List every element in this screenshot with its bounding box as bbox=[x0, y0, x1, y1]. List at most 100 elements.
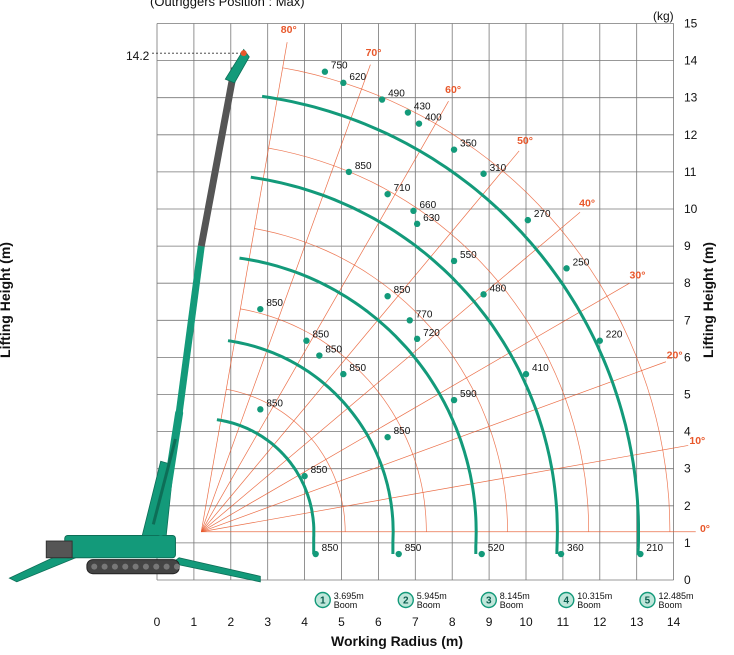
load-point bbox=[312, 550, 319, 558]
load-label: 710 bbox=[394, 183, 411, 194]
load-point bbox=[301, 472, 308, 480]
boom-badge-number: 1 bbox=[320, 596, 326, 607]
x-tick-label: 4 bbox=[301, 615, 308, 629]
track-wheel bbox=[142, 563, 149, 570]
boom-word-label: Boom bbox=[658, 600, 682, 610]
load-labels: 850 850 850 850 850 850 850 850 850 850 710 660 630 8… bbox=[266, 61, 663, 554]
y-tick-label: 10 bbox=[684, 202, 698, 216]
load-label: 770 bbox=[416, 309, 433, 320]
load-label: 310 bbox=[490, 163, 507, 174]
load-point bbox=[413, 220, 421, 228]
load-point bbox=[480, 291, 487, 298]
boom-length-label: 5.945m bbox=[417, 591, 447, 601]
x-tick-label: 9 bbox=[486, 615, 493, 629]
load-label: 410 bbox=[532, 363, 549, 374]
load-label: 850 bbox=[322, 543, 339, 554]
angle-line bbox=[201, 361, 667, 533]
angle-line bbox=[200, 101, 449, 532]
x-tick-label: 14 bbox=[667, 615, 681, 629]
boom-badge bbox=[558, 591, 575, 609]
load-point bbox=[478, 550, 485, 558]
boom-badge bbox=[397, 591, 414, 609]
load-point bbox=[450, 257, 458, 265]
y-tick-label: 9 bbox=[684, 239, 691, 253]
x-tick-label: 11 bbox=[557, 615, 570, 629]
boom-badge bbox=[480, 591, 497, 609]
load-label: 480 bbox=[490, 283, 507, 294]
x-tick-label: 8 bbox=[449, 615, 456, 629]
outrigger-note: (Outriggers Position : Max) bbox=[150, 0, 305, 9]
boom-length-label: 8.145m bbox=[500, 591, 530, 601]
boom-curve-2 bbox=[227, 339, 395, 554]
load-point bbox=[321, 68, 329, 75]
boom-badge-number: 3 bbox=[486, 596, 492, 607]
load-point bbox=[404, 109, 412, 116]
load-label: 660 bbox=[419, 200, 436, 211]
load-label: 850 bbox=[325, 345, 342, 356]
angle-line bbox=[200, 64, 371, 532]
load-point bbox=[557, 550, 565, 558]
load-label: 350 bbox=[460, 139, 477, 150]
load-point bbox=[340, 370, 347, 378]
load-label: 720 bbox=[423, 328, 440, 339]
boom-upper bbox=[197, 67, 238, 247]
x-tick-label: 12 bbox=[593, 615, 607, 629]
load-label: 850 bbox=[394, 285, 411, 296]
boom-word-label: Boom bbox=[577, 600, 601, 610]
load-label: 360 bbox=[567, 543, 584, 554]
load-point bbox=[316, 352, 323, 359]
load-point bbox=[303, 337, 310, 344]
x-tick-label: 2 bbox=[227, 615, 234, 629]
load-point bbox=[480, 170, 487, 177]
angle-label: 10° bbox=[689, 435, 705, 447]
load-point bbox=[413, 335, 421, 343]
y-tick-label: 1 bbox=[684, 536, 691, 550]
angle-arc bbox=[226, 388, 346, 532]
boom-angle-lines: 80° 70° 60° 50° 40° 30° 20° 10° 0° bbox=[200, 24, 710, 535]
load-point bbox=[450, 146, 458, 153]
load-label: 270 bbox=[534, 209, 551, 220]
x-tick-label: 1 bbox=[191, 615, 198, 629]
jib-head bbox=[224, 48, 250, 84]
load-point bbox=[522, 370, 530, 378]
load-label: 490 bbox=[388, 89, 405, 100]
angle-arc bbox=[268, 147, 590, 532]
load-point bbox=[596, 337, 603, 344]
load-point bbox=[384, 190, 391, 198]
outrigger-right bbox=[170, 557, 261, 583]
load-point bbox=[384, 433, 391, 441]
load-label: 520 bbox=[488, 543, 505, 554]
angle-arc bbox=[240, 308, 427, 532]
y-tick-label: 8 bbox=[684, 276, 691, 290]
boom-length-label: 10.315m bbox=[577, 591, 612, 601]
track-wheel bbox=[153, 563, 160, 570]
angle-line bbox=[201, 445, 689, 533]
track-wheel bbox=[132, 563, 139, 570]
max-height-label: 14.2 bbox=[126, 49, 150, 63]
boom-length-label: 12.485m bbox=[658, 591, 693, 601]
boom-curve-4 bbox=[250, 175, 559, 554]
x-axis-title: Working Radius (m) bbox=[331, 633, 463, 649]
boom-word-label: Boom bbox=[417, 600, 441, 610]
y-tick-label: 2 bbox=[684, 499, 691, 513]
load-label: 850 bbox=[266, 398, 283, 409]
angle-label: 30° bbox=[630, 270, 646, 282]
y-unit-label: (kg) bbox=[653, 9, 674, 23]
x-axis-ticks: 0 1 2 3 4 5 6 7 8 9 10 11 12 13 14 bbox=[154, 615, 681, 629]
angle-label: 40° bbox=[579, 197, 595, 209]
y-tick-label: 0 bbox=[684, 573, 691, 587]
angle-label: 80° bbox=[281, 24, 297, 36]
boom-badge bbox=[639, 591, 656, 609]
load-label: 220 bbox=[606, 330, 623, 341]
y-tick-label: 7 bbox=[684, 313, 691, 327]
crane-body bbox=[64, 534, 176, 559]
load-point bbox=[563, 265, 570, 272]
angle-label: 20° bbox=[667, 350, 683, 362]
x-tick-label: 10 bbox=[519, 615, 533, 629]
angle-label: 70° bbox=[366, 47, 382, 59]
boom-curve-1 bbox=[216, 418, 316, 554]
load-point bbox=[450, 396, 458, 404]
load-label: 850 bbox=[266, 298, 283, 309]
